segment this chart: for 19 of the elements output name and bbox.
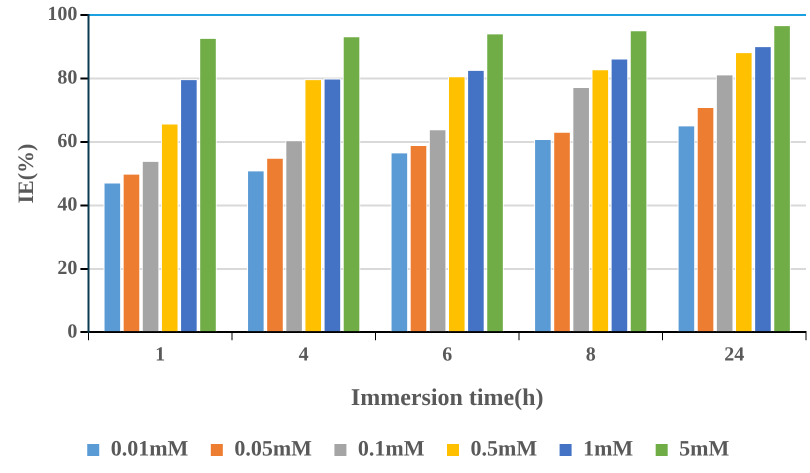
legend-label: 5mM [679,436,730,461]
x-tick-label: 6 [442,343,452,366]
x-tick-label: 1 [155,343,166,366]
x-tick-label: 4 [298,343,309,366]
legend-label: 0.05mM [234,436,312,461]
y-tick-label: 40 [57,193,78,216]
x-tick-label: 24 [724,343,744,366]
x-axis-title: Immersion time(h) [350,384,544,411]
y-tick-label: 20 [57,256,78,279]
legend-label: 0.1mM [358,436,425,461]
legend-label: 1mM [583,436,634,461]
y-tick-label: 60 [57,130,78,152]
legend-label: 0.01mM [110,436,189,461]
y-tick-label: 0 [67,320,78,342]
y-tick-label: 80 [57,66,78,89]
x-tick-label: 8 [586,343,596,366]
y-tick-label: 100 [47,3,78,26]
y-axis-title: IE(%) [12,144,38,204]
legend-label: 0.5mM [470,436,538,461]
